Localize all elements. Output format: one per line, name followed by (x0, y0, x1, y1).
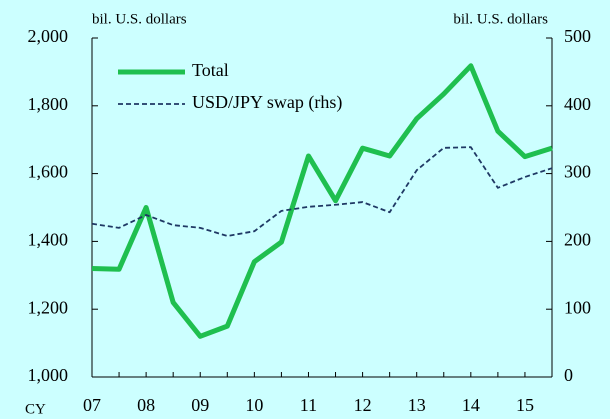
y-tick-label: 1,200 (28, 297, 69, 317)
left-axis-label: bil. U.S. dollars (92, 11, 187, 27)
x-tick-label: 11 (300, 395, 317, 415)
y-tick-label: 2,000 (28, 26, 69, 46)
series-line (91, 146, 553, 237)
series-line (91, 63, 553, 339)
y2-tick-label: 200 (564, 230, 591, 250)
right-axis-label: bil. U.S. dollars (453, 11, 548, 27)
y2-tick-label: 400 (564, 94, 591, 114)
y2-tick-label: 300 (564, 162, 591, 182)
x-tick-label: 13 (408, 395, 426, 415)
x-tick-label: 12 (354, 395, 372, 415)
y2-tick-label: 500 (564, 26, 591, 46)
x-tick-label: 08 (137, 395, 155, 415)
x-axis-label: CY (25, 401, 46, 417)
x-tick-label: 09 (191, 395, 209, 415)
y-tick-label: 1,600 (28, 162, 69, 182)
y-tick-label: 1,400 (28, 230, 69, 250)
x-tick-label: 07 (83, 395, 101, 415)
x-tick-label: 14 (462, 395, 480, 415)
legend-label: Total (192, 60, 229, 80)
x-tick-label: 15 (516, 395, 534, 415)
y-tick-label: 1,800 (28, 94, 69, 114)
x-tick-label: 10 (245, 395, 263, 415)
y-tick-label: 1,000 (28, 365, 69, 385)
y2-tick-label: 100 (564, 297, 591, 317)
legend-label: USD/JPY swap (rhs) (192, 92, 342, 113)
y2-tick-label: 0 (564, 365, 573, 385)
